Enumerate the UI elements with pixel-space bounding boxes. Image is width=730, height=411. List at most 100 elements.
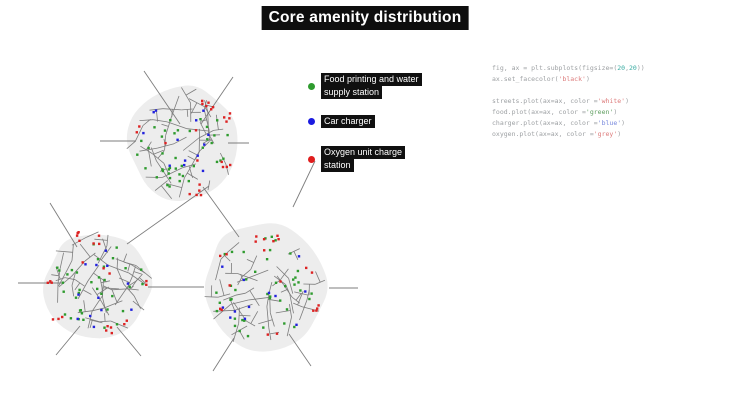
food-station-marker bbox=[111, 257, 115, 260]
oxygen-station-marker bbox=[275, 332, 279, 335]
street-segment bbox=[239, 314, 251, 317]
oxygen-station-marker bbox=[279, 280, 282, 283]
legend-item-food: Food printing and water supply station bbox=[308, 73, 422, 99]
car-charger-marker bbox=[106, 264, 109, 267]
oxygen-station-marker bbox=[105, 329, 108, 332]
food-station-marker bbox=[268, 248, 272, 252]
oxygen-station-marker bbox=[220, 160, 223, 164]
street-segment bbox=[93, 254, 109, 266]
oxygen-station-marker bbox=[49, 280, 52, 283]
car-charger-marker bbox=[203, 143, 206, 146]
street-segment bbox=[127, 263, 131, 272]
street-segment bbox=[131, 266, 136, 277]
food-station-marker bbox=[63, 313, 67, 316]
oxygen-station-marker bbox=[255, 235, 258, 238]
street-segment bbox=[126, 140, 136, 150]
car-charger-marker bbox=[92, 325, 96, 329]
food-station-marker bbox=[192, 164, 195, 168]
street-segment bbox=[128, 285, 134, 291]
street-segment bbox=[74, 282, 81, 291]
street-segment bbox=[266, 292, 270, 307]
street-segment bbox=[145, 141, 152, 151]
oxygen-station-marker bbox=[164, 141, 167, 145]
food-station-marker bbox=[167, 168, 171, 171]
car-charger-marker bbox=[274, 294, 277, 298]
oxygen-station-marker bbox=[225, 165, 228, 169]
oxygen-station-marker bbox=[75, 234, 79, 237]
food-station-marker bbox=[215, 291, 218, 294]
food-station-marker bbox=[178, 179, 181, 183]
street-segment bbox=[162, 167, 183, 178]
oxygen-station-marker bbox=[78, 239, 81, 242]
street-segment bbox=[139, 147, 158, 152]
legend-label-food: Food printing and water supply station bbox=[321, 73, 422, 99]
food-station-marker bbox=[141, 282, 144, 286]
street-segment bbox=[58, 269, 68, 287]
highway-road bbox=[143, 70, 181, 125]
street-segment bbox=[92, 307, 104, 312]
street-segment bbox=[295, 293, 302, 301]
street-segment bbox=[102, 298, 107, 313]
oxygen-station-marker bbox=[276, 234, 279, 237]
street-segment bbox=[213, 128, 224, 131]
oxygen-station-marker bbox=[223, 116, 226, 119]
street-segment bbox=[275, 310, 291, 314]
oxygen-station-marker bbox=[272, 240, 275, 243]
car-charger-marker bbox=[130, 308, 133, 311]
legend-item-oxygen: Oxygen unit charge station bbox=[308, 146, 406, 172]
street-segment bbox=[217, 293, 231, 298]
street-segment bbox=[102, 287, 120, 290]
street-segment bbox=[94, 238, 108, 241]
street-segment bbox=[187, 155, 195, 161]
street-segment bbox=[240, 273, 244, 281]
street-segment bbox=[289, 294, 294, 314]
food-station-marker bbox=[121, 309, 125, 313]
street-segment bbox=[315, 279, 326, 285]
food-station-marker bbox=[111, 294, 114, 298]
street-segment bbox=[58, 275, 72, 288]
food-station-marker bbox=[199, 118, 202, 121]
code-line: food.plot(ax=ax, color ='green') bbox=[492, 108, 618, 116]
car-charger-marker bbox=[295, 323, 298, 326]
oxygen-station-marker bbox=[262, 238, 266, 241]
food-station-marker bbox=[229, 298, 232, 301]
street-segment bbox=[139, 119, 154, 121]
oxygen-station-marker bbox=[219, 307, 222, 310]
oxygen-station-marker bbox=[219, 254, 222, 258]
food-station-marker bbox=[174, 156, 177, 160]
food-station-marker bbox=[173, 132, 176, 135]
street-segment bbox=[207, 180, 211, 191]
street-segment bbox=[235, 292, 246, 296]
highway-road bbox=[116, 326, 142, 357]
oxygen-station-marker bbox=[108, 272, 111, 275]
street-segment bbox=[157, 150, 165, 159]
oxygen-station-marker bbox=[77, 231, 80, 234]
food-station-marker bbox=[75, 271, 79, 274]
food-station-marker bbox=[140, 268, 143, 271]
oxygen-station-marker bbox=[229, 163, 232, 167]
food-station-marker bbox=[285, 308, 289, 311]
car-charger-marker bbox=[168, 164, 171, 167]
food-station-marker bbox=[219, 159, 222, 162]
food-station-marker bbox=[161, 152, 164, 155]
code-line: charger.plot(ax=ax, color ='blue') bbox=[492, 119, 626, 127]
food-station-marker bbox=[69, 317, 73, 320]
car-charger-marker bbox=[154, 109, 158, 112]
food-station-marker bbox=[102, 265, 106, 268]
food-station-marker bbox=[166, 183, 169, 187]
street-segment bbox=[83, 300, 86, 312]
oxygen-station-marker bbox=[125, 319, 128, 322]
street-segment bbox=[163, 163, 170, 175]
street-segment bbox=[131, 264, 146, 274]
oxygen-station-marker bbox=[138, 125, 141, 128]
food-station-marker bbox=[82, 318, 85, 321]
street-segment bbox=[245, 287, 255, 294]
oxygen-station-marker bbox=[316, 307, 319, 310]
food-station-marker bbox=[163, 129, 167, 132]
street-segment bbox=[227, 242, 240, 253]
car-charger-marker bbox=[97, 296, 100, 299]
street-segment bbox=[185, 88, 197, 96]
oxygen-station-marker bbox=[211, 106, 215, 109]
oxygen-dot-icon bbox=[308, 155, 315, 163]
street-segment bbox=[100, 280, 111, 284]
